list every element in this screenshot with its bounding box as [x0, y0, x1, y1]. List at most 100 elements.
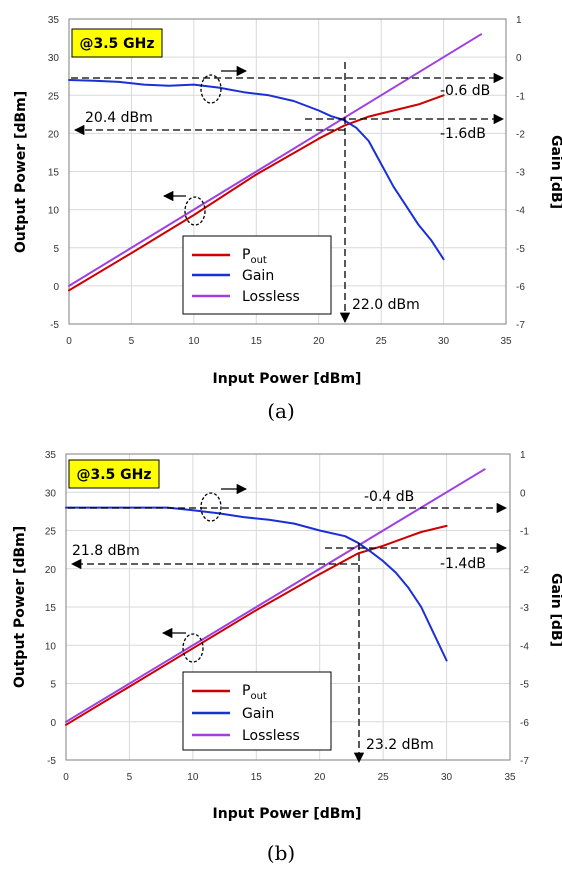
y2-tick-label: -7: [520, 756, 529, 767]
y2-tick-label: -5: [516, 244, 525, 255]
annotation-gain-ref: -0.6 dB: [440, 83, 490, 99]
x-tick-label: 5: [127, 772, 133, 783]
frequency-label: @3.5 GHz: [79, 36, 154, 52]
x-tick-label: 35: [504, 772, 516, 783]
legend-label-pout: Pout: [242, 247, 267, 266]
x-tick-label: 20: [313, 336, 325, 347]
annotation-gain-ref: -0.4 dB: [364, 489, 414, 505]
x-tick-label: 15: [251, 772, 263, 783]
annotation-arrows: [71, 62, 505, 324]
y2-tick-label: -1: [520, 527, 529, 538]
frequency-label: @3.5 GHz: [76, 467, 151, 483]
annotation-labels: -0.4 dB -1.4dB 21.8 dBm 23.2 dBm: [72, 489, 486, 753]
y2-ticks: -7 -6 -5 -4 -3 -2 -1 0 1: [516, 15, 525, 331]
series-line-gain: [65, 506, 448, 662]
y2-tick-label: -3: [520, 603, 529, 614]
x-tick-label: 15: [251, 336, 263, 347]
y-tick-label: 30: [48, 53, 60, 64]
y2-tick-label: 1: [516, 15, 522, 26]
series-layer: [68, 33, 482, 292]
annotation-input-ref: 23.2 dBm: [366, 737, 434, 753]
y-tick-label: 5: [53, 244, 59, 255]
plot-frame: [65, 453, 511, 761]
annotation-pout-ref: 20.4 dBm: [85, 110, 153, 126]
y-tick-label: 20: [48, 129, 60, 140]
x-axis-title: Input Power [dBm]: [213, 371, 362, 387]
y2-ticks: -7 -6 -5 -4 -3 -2 -1 0 1: [520, 450, 529, 767]
annotation-pout-ref: 21.8 dBm: [72, 543, 140, 559]
series-line-gain: [68, 79, 445, 261]
legend-label-pout: Pout: [242, 683, 267, 702]
series-layer: [65, 468, 486, 726]
x-axis-title: Input Power [dBm]: [213, 806, 362, 822]
y-axis-title: Output Power [dBm]: [12, 526, 28, 688]
pout-axis-ellipse: [184, 196, 206, 226]
y2-axis-title: Gain [dB]: [548, 135, 562, 209]
y2-tick-label: -4: [516, 206, 525, 217]
gain-axis-ellipse: [200, 74, 222, 104]
series-line-pout: [65, 524, 448, 726]
y-tick-label: -5: [47, 756, 56, 767]
annotation-gain-compression: -1.4dB: [440, 556, 486, 572]
y2-tick-label: 1: [520, 450, 526, 461]
x-tick-label: 5: [129, 336, 135, 347]
pout-axis-ellipse: [182, 633, 204, 663]
y2-tick-label: -3: [516, 168, 525, 179]
y-tick-label: 0: [50, 718, 56, 729]
legend-label-gain: Gain: [242, 706, 274, 722]
series-line-pout: [68, 94, 445, 292]
y-tick-label: 35: [45, 450, 57, 461]
y-tick-label: 30: [45, 488, 57, 499]
y2-tick-label: -6: [516, 282, 525, 293]
plot-frame: [68, 18, 507, 325]
y-tick-label: -5: [50, 320, 59, 331]
annotation-arrows: [68, 483, 508, 764]
y-tick-label: 35: [48, 15, 60, 26]
y2-axis-title: Gain [dB]: [548, 573, 562, 647]
y-ticks: -5 0 5 10 15 20 25 30 35: [45, 450, 57, 767]
x-ticks: 0 5 10 15 20 25 30 35: [66, 336, 512, 347]
panel-caption: (b): [267, 841, 295, 865]
series-line-lossless: [65, 468, 486, 723]
legend-label-gain: Gain: [242, 268, 274, 284]
y-tick-label: 5: [50, 680, 56, 691]
y-tick-label: 25: [45, 527, 57, 538]
y-tick-label: 15: [45, 603, 57, 614]
y2-tick-label: -4: [520, 641, 529, 652]
legend: Pout Gain Lossless: [182, 235, 332, 315]
gain-axis-ellipse: [200, 492, 222, 522]
annotation-input-ref: 22.0 dBm: [352, 297, 420, 313]
y2-tick-label: -5: [520, 680, 529, 691]
x-tick-label: 35: [500, 336, 512, 347]
x-tick-label: 0: [66, 336, 72, 347]
y-tick-label: 0: [53, 282, 59, 293]
series-line-lossless: [68, 33, 482, 287]
y-tick-label: 20: [45, 565, 57, 576]
x-tick-label: 20: [314, 772, 326, 783]
y-tick-label: 10: [45, 641, 57, 652]
x-tick-label: 30: [438, 336, 450, 347]
panel-caption: (a): [267, 399, 295, 423]
legend-box: [182, 671, 332, 751]
x-tick-label: 10: [187, 772, 199, 783]
annotation-labels: -0.6 dB -1.6dB 20.4 dBm 22.0 dBm: [85, 83, 490, 313]
frequency-box: @3.5 GHz: [68, 459, 160, 489]
y2-tick-label: -7: [516, 320, 525, 331]
annotation-gain-compression: -1.6dB: [440, 126, 486, 142]
y2-tick-label: 0: [520, 488, 526, 499]
x-tick-label: 25: [376, 336, 388, 347]
y2-tick-label: -2: [520, 565, 529, 576]
frequency-box: @3.5 GHz: [71, 28, 163, 58]
x-tick-label: 25: [378, 772, 390, 783]
x-tick-label: 10: [188, 336, 200, 347]
legend-label-lossless: Lossless: [242, 289, 300, 305]
y2-tick-label: 0: [516, 53, 522, 64]
y-tick-label: 10: [48, 206, 60, 217]
legend: Pout Gain Lossless: [182, 671, 332, 751]
x-tick-label: 0: [63, 772, 69, 783]
legend-label-lossless: Lossless: [242, 728, 300, 744]
x-ticks: 0 5 10 15 20 25 30 35: [63, 772, 516, 783]
